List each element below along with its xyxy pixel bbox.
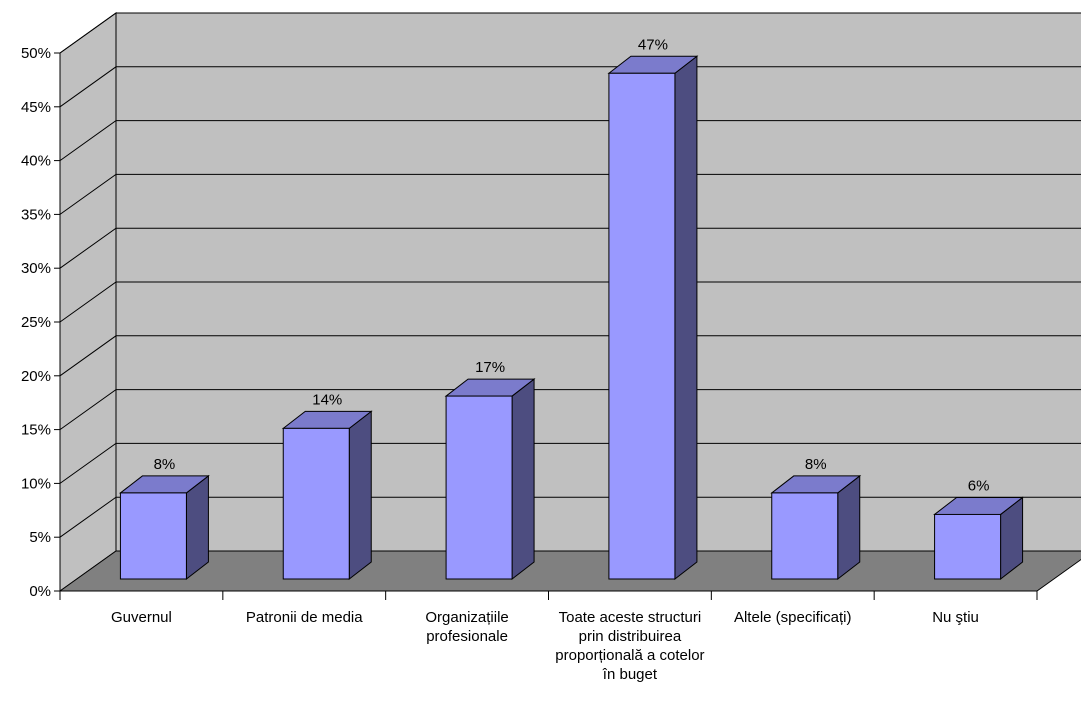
bar [281,410,373,581]
data-label: 6% [968,477,990,494]
y-axis: 0% 5% 10% 15% 20% 25% 30% 35% 40% 45% 50% [21,45,1038,600]
gridline [59,12,1081,54]
bar-front [934,513,1002,580]
gridline [59,227,1081,269]
gridline [59,173,1081,215]
y-tick-label: 40% [21,153,51,170]
x-tick-label: Patronii de media [245,609,363,626]
data-label: 17% [475,359,505,376]
bar [933,496,1025,581]
y-tick-label: 5% [29,529,51,546]
gridlines [59,12,1081,538]
y-tick-label: 20% [21,368,51,385]
data-label: 47% [638,36,668,53]
bar-side [837,474,861,581]
data-labels: 8% 14% 17% 47% 8% 6% [154,36,990,494]
x-tick-label: Toate aceste structuri prin distribuirea… [555,609,705,683]
y-tick-label: 45% [21,99,51,116]
gridline [59,335,1081,377]
bar [444,378,536,581]
bar-side [511,378,535,581]
gridline [59,442,1081,484]
x-tick-label: Altele (specificați) [733,609,852,626]
gridline [59,496,1081,538]
x-tick-label: Guvernul [110,609,172,626]
gridline [59,120,1081,162]
gridline [59,66,1081,108]
data-label: 8% [154,456,176,473]
bar [118,474,210,581]
y-tick-label: 0% [29,583,51,600]
y-tick-label: 10% [21,475,51,492]
chart-walls [58,12,1081,592]
bar-front [282,427,350,580]
gridline [59,281,1081,323]
bar-front [771,492,839,580]
x-tick-label: Nu ştiu [932,609,979,626]
data-label: 14% [312,391,342,408]
bar-side [185,474,209,581]
bar-front [445,395,513,580]
bar-front [119,492,187,580]
bar [607,55,699,581]
bar [770,474,862,581]
bars [118,55,1025,581]
y-tick-label: 50% [21,45,51,62]
data-label: 8% [805,456,827,473]
x-tick-label: Organizațiile profesionale [425,609,509,645]
gridline [59,389,1081,431]
y-tick-label: 15% [21,422,51,439]
bar-front [608,72,676,580]
y-tick-label: 35% [21,206,51,223]
bar-side [348,410,372,581]
y-tick-label: 25% [21,314,51,331]
floor [58,550,1081,592]
bar-side [674,55,698,581]
y-tick-label: 30% [21,260,51,277]
